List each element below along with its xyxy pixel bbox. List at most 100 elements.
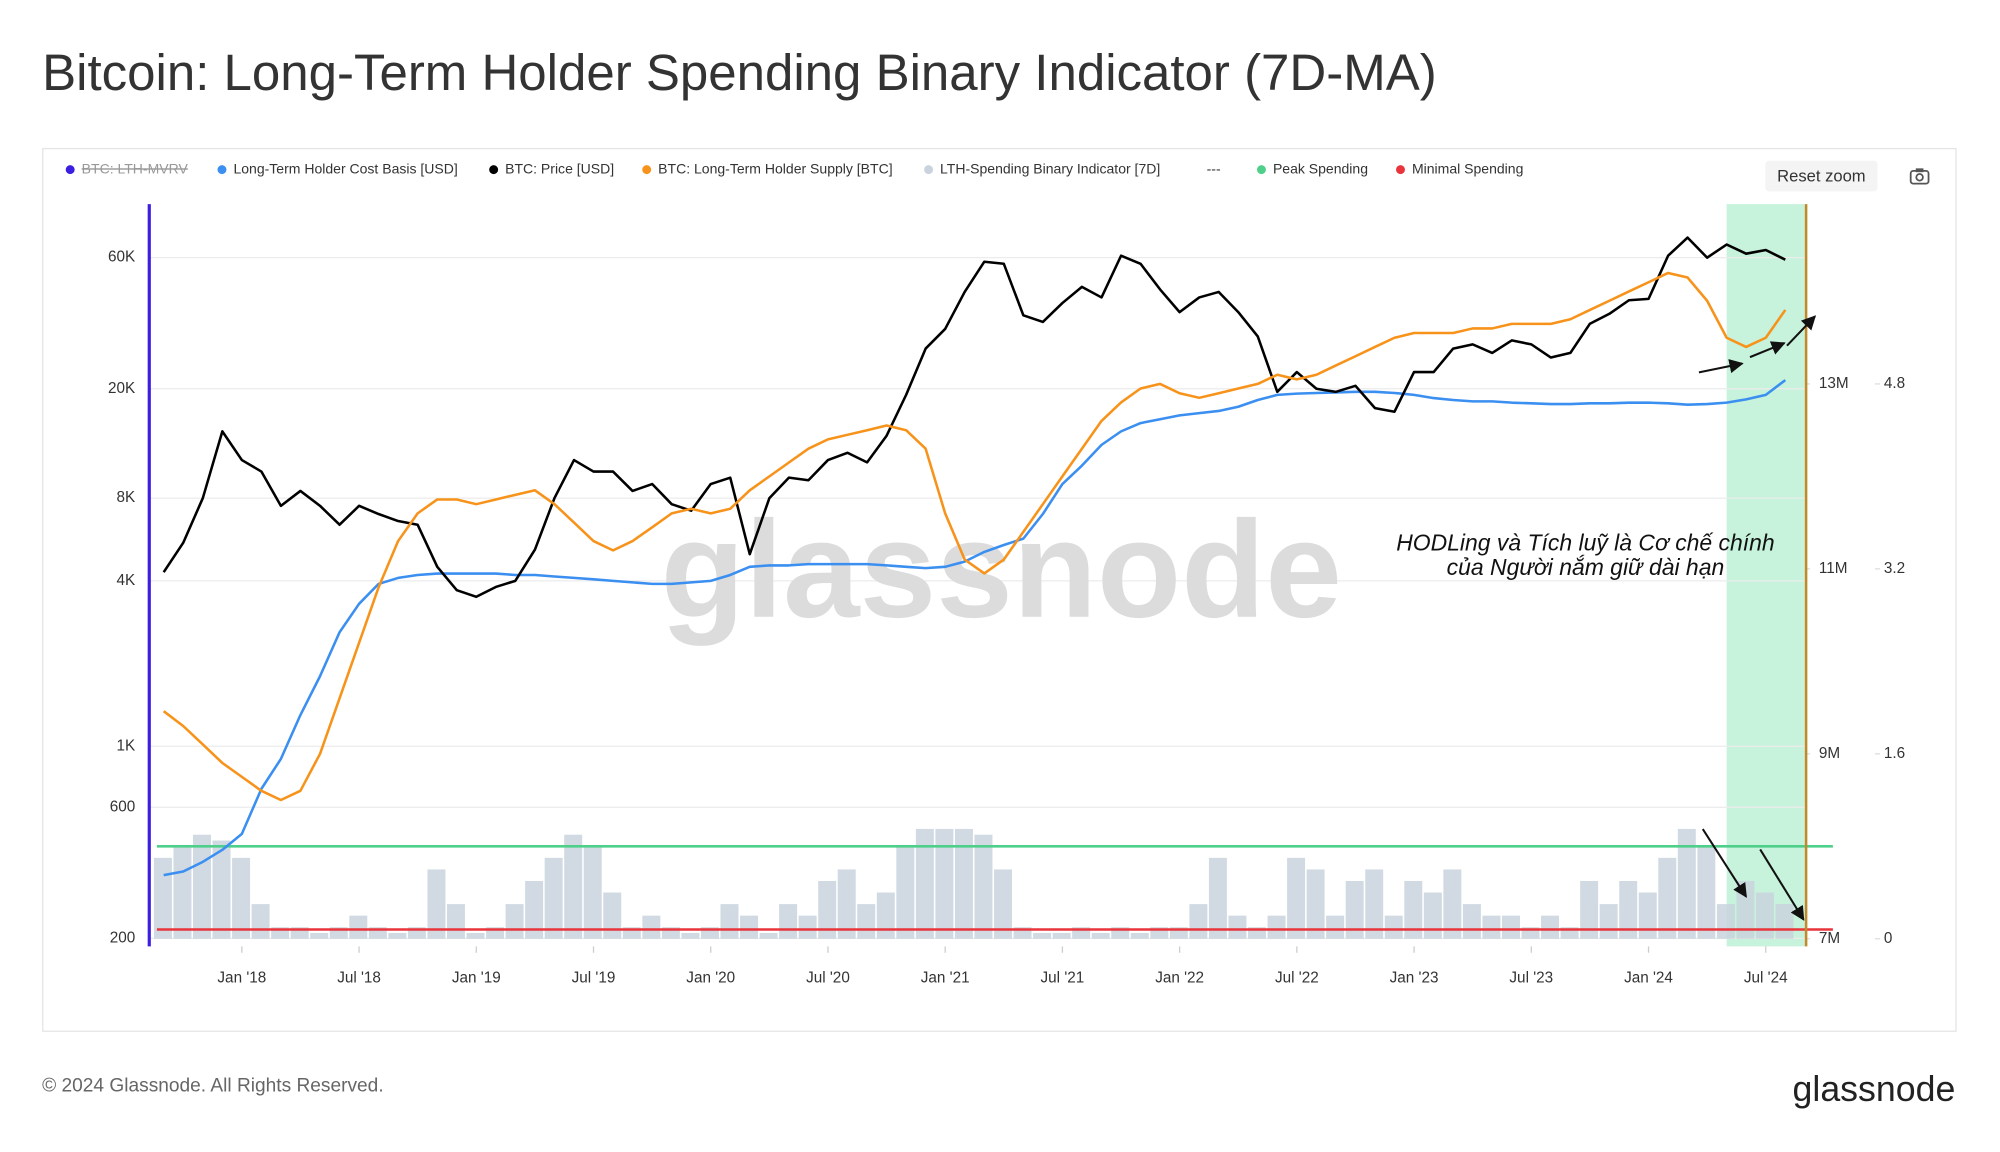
- indicator-bar: [1697, 846, 1716, 939]
- arrows: [1698, 315, 1817, 921]
- reset-zoom-label[interactable]: Reset zoom: [1777, 167, 1865, 186]
- legend-entry: ---: [1207, 160, 1221, 176]
- indicator-bar: [407, 927, 426, 939]
- indicator-bar: [1267, 915, 1286, 939]
- legend-swatch: [489, 165, 499, 175]
- x-tick-label: Jul '21: [1041, 969, 1085, 986]
- indicator-bar: [290, 927, 309, 939]
- indicator-bar: [1345, 880, 1364, 939]
- indicator-bar: [1404, 880, 1423, 939]
- legend-entry: BTC: LTH-MVRV: [82, 160, 189, 176]
- x-tick-label: Jul '18: [337, 969, 381, 986]
- indicator-bar: [388, 932, 407, 939]
- camera-icon[interactable]: [1909, 168, 1930, 185]
- indicator-bar: [1169, 927, 1188, 939]
- indicator-bar: [1501, 915, 1520, 939]
- y-tick-label: 600: [110, 798, 136, 815]
- x-tick-label: Jan '18: [217, 969, 266, 986]
- legend-entry: LTH-Spending Binary Indicator [7D]: [940, 160, 1160, 176]
- indicator-bar: [818, 880, 837, 939]
- indicator-bar: [212, 840, 231, 939]
- indicator-bar: [1189, 904, 1208, 939]
- x-tick-label: Jul '24: [1744, 969, 1788, 986]
- watermark: glassnode: [661, 493, 1342, 647]
- indicator-bar: [876, 892, 895, 939]
- indicator-bar: [1091, 932, 1110, 939]
- indicator-bar: [368, 927, 387, 939]
- indicator-bar: [1384, 915, 1403, 939]
- indicator-bar: [1208, 857, 1227, 939]
- indicator-bar: [1130, 932, 1149, 939]
- legend-swatch: [65, 165, 75, 175]
- indicator-bar: [1599, 904, 1618, 939]
- indicator-bar: [1365, 869, 1384, 939]
- legend-entry: BTC: Long-Term Holder Supply [BTC]: [658, 160, 892, 176]
- indicator-bar: [310, 932, 329, 939]
- indicator-bar: [1306, 869, 1325, 939]
- indicator-bar: [837, 869, 856, 939]
- indicator-bar: [153, 857, 172, 939]
- indicator-bar: [700, 927, 719, 939]
- indicator-bar: [525, 880, 544, 939]
- indicator-bar: [1521, 927, 1540, 939]
- indicator-bar: [1619, 880, 1638, 939]
- indicator-bar: [505, 904, 524, 939]
- series-line: [162, 271, 1787, 802]
- indicator-bar: [1677, 828, 1696, 939]
- y-tick-label: 8K: [117, 489, 137, 506]
- indicator-bar: [1013, 927, 1032, 939]
- y3-tick-label: 1.6: [1884, 745, 1905, 762]
- indicator-bar: [1326, 915, 1345, 939]
- indicator-bar: [1072, 927, 1091, 939]
- indicator-bar: [1462, 904, 1481, 939]
- copyright: © 2024 Glassnode. All Rights Reserved.: [42, 1076, 384, 1097]
- indicator-bar: [544, 857, 563, 939]
- indicator-bar: [1228, 915, 1247, 939]
- indicator-bar: [1150, 927, 1169, 939]
- y3-tick-label: 0: [1884, 930, 1893, 947]
- indicator-bar: [994, 869, 1013, 939]
- y2-tick-label: 9M: [1819, 745, 1840, 762]
- x-tick-label: Jan '22: [1155, 969, 1204, 986]
- series-line: [162, 236, 1786, 599]
- legend-swatch: [1257, 165, 1266, 175]
- indicator-bar: [1443, 869, 1462, 939]
- legend-swatch: [642, 165, 652, 175]
- indicator-bar: [1052, 932, 1071, 939]
- indicator-bar: [446, 904, 465, 939]
- x-tick-label: Jan '23: [1390, 969, 1439, 986]
- indicator-bar: [193, 834, 211, 939]
- title: Bitcoin: Long-Term Holder Spending Binar…: [42, 44, 1437, 101]
- x-tick-label: Jan '20: [686, 969, 735, 986]
- indicator-bar: [349, 915, 368, 939]
- plot-area: 200 600 1K 4K 8K 20K 60K 7M 9M 11M 13M 0 1.6 3.2 4.8 Ja…: [108, 204, 1905, 986]
- indicator-bar: [1560, 927, 1579, 939]
- y2-tick-label: 11M: [1819, 560, 1848, 577]
- y3-tick-label: 4.8: [1884, 375, 1905, 392]
- indicator-bar: [915, 828, 934, 939]
- indicator-bar: [798, 915, 817, 939]
- indicator-bar: [232, 857, 251, 939]
- indicator-bar: [1111, 927, 1130, 939]
- indicator-bar: [935, 828, 954, 939]
- x-tick-label: Jul '19: [572, 969, 616, 986]
- indicator-bar: [1580, 880, 1599, 939]
- indicator-bar: [740, 915, 759, 939]
- indicator-bar: [1287, 857, 1306, 939]
- indicator-bar: [681, 932, 700, 939]
- y-tick-label: 1K: [117, 737, 137, 754]
- x-tick-label: Jul '22: [1275, 969, 1319, 986]
- highlight-region: [1726, 204, 1805, 947]
- indicator-bar: [251, 904, 270, 939]
- y2-tick-label: 7M: [1819, 930, 1840, 947]
- indicator-bar: [974, 834, 993, 939]
- series-line: [163, 379, 1787, 877]
- y3-tick-label: 3.2: [1884, 560, 1905, 577]
- reset-zoom-button[interactable]: [1765, 160, 1878, 192]
- legend-swatch: [217, 165, 227, 175]
- legend-entry: BTC: Price [USD]: [505, 160, 614, 176]
- indicator-bar: [622, 927, 641, 939]
- indicator-bar: [759, 932, 778, 939]
- indicator-bar: [564, 834, 583, 939]
- indicator-bar: [779, 904, 798, 939]
